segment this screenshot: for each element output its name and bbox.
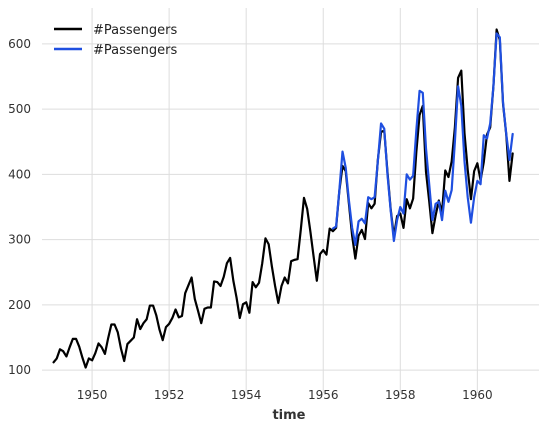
x-tick-label: 1954 <box>231 388 262 402</box>
y-tick-label: 300 <box>8 233 31 247</box>
y-tick-label: 100 <box>8 363 31 377</box>
y-tick-labels: 100 200 300 400 500 600 <box>8 37 31 377</box>
y-tick-label: 400 <box>8 167 31 181</box>
x-axis-title: time <box>272 408 305 423</box>
x-tick-label: 1950 <box>77 388 108 402</box>
y-tick-label: 500 <box>8 102 31 116</box>
y-gridlines <box>42 43 539 371</box>
series-line-2 <box>331 32 514 246</box>
series-line-1 <box>52 28 514 369</box>
legend-label-2: #Passengers <box>93 43 177 58</box>
legend: #Passengers #Passengers <box>54 23 177 58</box>
x-gridlines <box>91 8 478 393</box>
legend-label-1: #Passengers <box>93 23 177 38</box>
series-layer <box>52 28 514 369</box>
x-tick-label: 1958 <box>385 388 416 402</box>
x-tick-label: 1960 <box>462 388 493 402</box>
x-tick-label: 1956 <box>308 388 339 402</box>
x-tick-label: 1952 <box>154 388 185 402</box>
x-tick-labels: 1950 1952 1954 1956 1958 1960 <box>77 388 493 402</box>
y-tick-label: 200 <box>8 298 31 312</box>
y-tick-label: 600 <box>8 37 31 51</box>
